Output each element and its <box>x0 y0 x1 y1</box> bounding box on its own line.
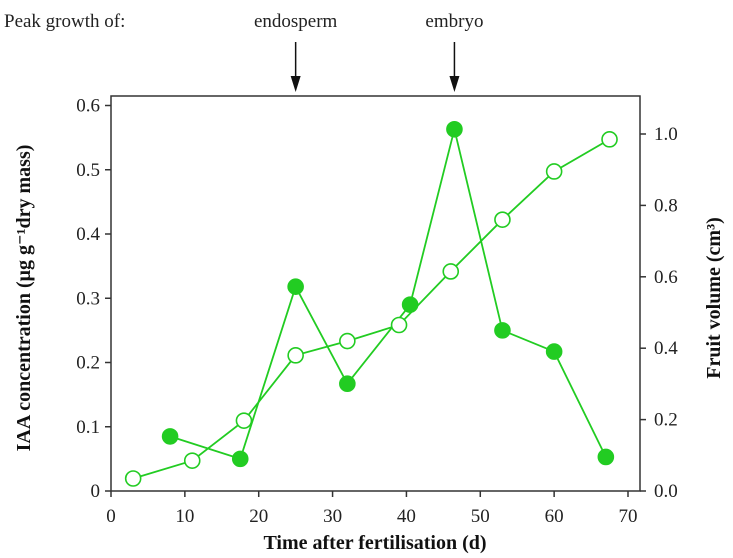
left-y-tick-label: 0.4 <box>76 224 100 245</box>
fruit-volume-point <box>442 263 460 280</box>
iaa-concentration-point <box>161 428 179 445</box>
iaa-concentration-point <box>339 375 356 393</box>
x-axis-title: Time after fertilisation (d) <box>263 532 486 554</box>
peak-label: endosperm <box>254 11 338 32</box>
iaa-concentration-point <box>446 120 463 138</box>
x-axis-ticks: 0 10 20 30 40 50 60 70 <box>106 491 638 527</box>
peak-arrow-head <box>449 76 460 92</box>
right-y-tick-label: 0.6 <box>654 267 678 288</box>
right-y-tick-label: 0.8 <box>654 195 678 216</box>
left-y-tick-label: 0 <box>91 481 101 502</box>
left-y-axis-ticks: 0 0.1 0.2 0.3 0.4 0.5 0.6 <box>76 96 111 502</box>
x-tick-label: 40 <box>397 506 416 527</box>
x-tick-label: 50 <box>471 506 490 527</box>
fruit-volume-point <box>339 332 356 350</box>
fruit-volume-point <box>287 347 304 364</box>
right-y-tick-label: 0.2 <box>654 410 678 431</box>
left-y-axis-title: IAA concentration (μg g⁻¹dry mass) <box>13 145 35 452</box>
iaa-concentration-point <box>287 278 304 295</box>
x-tick-label: 60 <box>545 506 564 527</box>
peak-growth-header: Peak growth of: <box>4 11 125 32</box>
right-y-tick-label: 0.4 <box>654 338 678 359</box>
fruit-volume-point <box>235 412 253 429</box>
axes <box>110 95 641 492</box>
x-tick-label: 10 <box>175 506 194 527</box>
left-y-tick-label: 0.5 <box>76 160 100 181</box>
iaa-concentration-point <box>401 296 419 313</box>
right-y-axis-ticks: 0.0 0.2 0.4 0.6 0.8 1.0 <box>640 124 678 502</box>
right-y-axis-title: Fruit volume (cm³) <box>703 217 725 379</box>
right-y-tick-label: 1.0 <box>654 124 678 145</box>
x-tick-label: 20 <box>249 506 268 527</box>
left-y-tick-label: 0.2 <box>76 353 100 374</box>
peak-growth-annotations: endosperm embryo <box>254 11 483 92</box>
left-y-tick-label: 0.6 <box>76 96 100 117</box>
peak-arrow-head <box>290 76 301 92</box>
peak-label: embryo <box>425 11 483 32</box>
x-tick-label: 0 <box>106 506 116 527</box>
fruit-volume-line <box>132 138 610 480</box>
iaa-concentration-line <box>169 129 607 461</box>
left-y-tick-label: 0.1 <box>76 417 100 438</box>
iaa-concentration-point <box>597 448 615 466</box>
series-points <box>124 120 618 487</box>
left-y-tick-label: 0.3 <box>76 288 100 309</box>
fruit-volume-point <box>183 452 201 469</box>
fruit-volume-point <box>494 211 511 228</box>
fruit-volume-point <box>124 470 142 487</box>
iaa-concentration-point <box>494 322 511 339</box>
x-tick-label: 70 <box>619 506 638 527</box>
right-y-tick-label: 0.0 <box>654 481 678 502</box>
iaa-concentration-point <box>545 343 563 360</box>
fruit-volume-point <box>545 163 563 180</box>
plot-frame <box>110 95 641 492</box>
iaa-concentration-point <box>231 450 249 468</box>
fruit-volume-point <box>390 316 408 334</box>
x-tick-label: 30 <box>323 506 342 527</box>
series-lines <box>132 129 610 480</box>
fruit-volume-point <box>601 131 618 148</box>
